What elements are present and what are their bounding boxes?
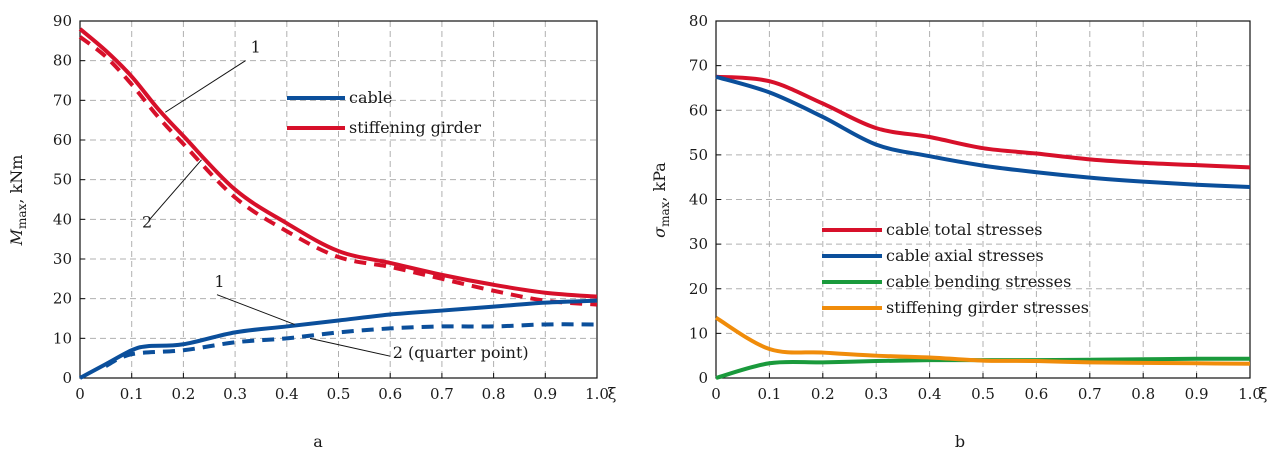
y-tick-label: 60	[689, 101, 708, 119]
x-tick-label: 0.1	[120, 385, 144, 403]
y-tick-label: 30	[689, 235, 708, 253]
y-axis-label-sub: max	[15, 203, 29, 229]
y-tick-label: 0	[62, 369, 72, 387]
x-tick-label: 0.6	[378, 385, 402, 403]
y-tick-label: 90	[53, 12, 72, 30]
annotation-leader	[149, 159, 202, 220]
legend-label: cable	[349, 88, 392, 107]
y-tick-label: 0	[698, 369, 708, 387]
legend-label: cable bending stresses	[886, 272, 1071, 291]
y-tick-label: 50	[53, 171, 72, 189]
x-axis-label: ξ	[608, 384, 617, 403]
x-tick-label: 0.4	[275, 385, 299, 403]
legend-label: cable total stresses	[886, 220, 1043, 239]
x-tick-label: 0.3	[223, 385, 247, 403]
legend-label: stiffening girder	[349, 118, 481, 137]
y-tick-label: 10	[53, 329, 72, 347]
annotation-leader	[309, 337, 391, 357]
y-axis-label: Mmax, kNm	[7, 155, 29, 247]
y-tick-label: 70	[53, 91, 72, 109]
y-axis-label-main: M	[7, 228, 26, 246]
y-tick-label: 20	[53, 290, 72, 308]
annotation-label: 2 (quarter point)	[393, 343, 529, 362]
x-tick-label: 0	[711, 385, 721, 403]
annotation-leader	[165, 60, 246, 113]
annotation-label: 2	[142, 212, 152, 231]
y-tick-label: 50	[689, 146, 708, 164]
y-tick-label: 20	[689, 280, 708, 298]
y-tick-label: 80	[53, 52, 72, 70]
annotation-label: 1	[251, 38, 261, 57]
x-tick-label: 0.6	[1024, 385, 1048, 403]
x-axis-label: ξ	[1259, 384, 1268, 403]
y-tick-label: 30	[53, 250, 72, 268]
x-tick-label: 0.2	[811, 385, 835, 403]
x-tick-label: 1.0	[1238, 385, 1262, 403]
chart-b: 0 0.1 0.2 0.3 0.4 0.5 0.6 0.7 0.8 0.9 1.0 0 10 20 30 40…	[650, 12, 1268, 451]
y-axis-label-sub: max	[658, 201, 672, 227]
y-axis-label-unit: , kPa	[650, 162, 669, 202]
y-tick-label: 80	[689, 12, 708, 30]
subplot-label: b	[955, 432, 965, 451]
legend-label: cable axial stresses	[886, 246, 1044, 265]
x-tick-label: 0.5	[327, 385, 351, 403]
y-tick-label: 40	[689, 191, 708, 209]
x-tick-label: 0.8	[1131, 385, 1155, 403]
x-tick-label: 0.5	[971, 385, 995, 403]
x-tick-label: 0.4	[918, 385, 942, 403]
y-axis-label-unit: , kNm	[7, 155, 26, 204]
y-axis-label: σmax, kPa	[650, 162, 672, 238]
series-line-0-3	[104, 322, 598, 368]
y-axis-label-main: σ	[650, 226, 669, 238]
y-tick-label: 10	[689, 324, 708, 342]
y-tick-label: 40	[53, 210, 72, 228]
x-tick-label: 0	[75, 385, 85, 403]
x-tick-label: 0.8	[482, 385, 506, 403]
legend-label: stiffening girder stresses	[886, 298, 1089, 317]
y-tick-label: 60	[53, 131, 72, 149]
x-tick-label: 0.9	[1185, 385, 1209, 403]
x-tick-label: 0.2	[171, 385, 195, 403]
x-tick-label: 0.1	[757, 385, 781, 403]
x-tick-label: 0.7	[430, 385, 454, 403]
chart-a: 0 0.1 0.2 0.3 0.4 0.5 0.6 0.7 0.8 0.9 1.0 0 10 20 30 40…	[7, 12, 617, 451]
subplot-label: a	[313, 432, 323, 451]
y-tick-label: 70	[689, 57, 708, 75]
annotation-leader	[216, 294, 295, 325]
x-tick-label: 1.0	[585, 385, 609, 403]
annotation-label: 1	[214, 272, 224, 291]
x-tick-label: 0.7	[1078, 385, 1102, 403]
x-tick-label: 0.3	[864, 385, 888, 403]
x-tick-label: 0.9	[533, 385, 557, 403]
